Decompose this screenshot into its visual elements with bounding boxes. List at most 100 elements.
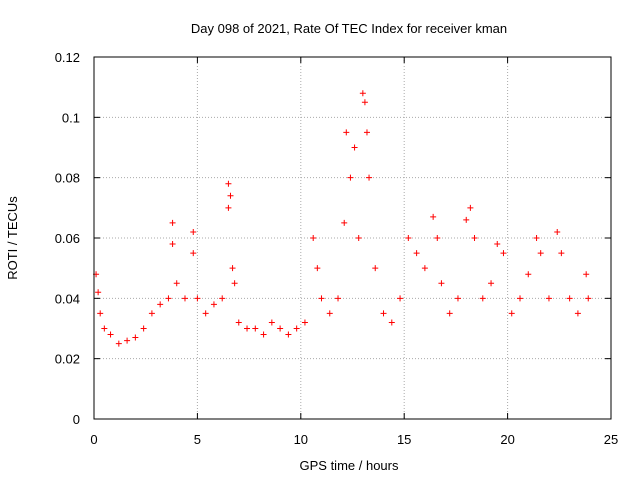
data-point [525, 271, 532, 278]
x-tick-label: 20 [500, 432, 514, 447]
data-point [363, 129, 370, 136]
data-point [554, 228, 561, 235]
data-point [219, 295, 226, 302]
data-point [293, 325, 300, 332]
data-point [366, 174, 373, 181]
data-point [169, 219, 176, 226]
data-points [93, 90, 592, 347]
plot-frame [93, 56, 612, 420]
data-point [508, 310, 515, 317]
data-point [446, 310, 453, 317]
data-point [318, 295, 325, 302]
y-tick-label: 0.08 [55, 171, 80, 186]
x-tick-label: 5 [194, 432, 201, 447]
data-point [225, 204, 232, 211]
data-point [405, 235, 412, 241]
data-point [438, 280, 445, 287]
data-point [181, 295, 188, 302]
data-point [285, 331, 292, 338]
data-point [229, 265, 236, 272]
data-point [190, 250, 197, 257]
axis-ticks: 0 5 10 15 20 25 0 0.02 0.04 0.06 0.08 0.1 0.12 [55, 50, 619, 447]
x-tick-label: 15 [397, 432, 411, 447]
data-point [463, 216, 470, 223]
data-point [347, 174, 354, 181]
data-point [235, 319, 242, 326]
chart-title: Day 098 of 2021, Rate Of TEC Index for r… [191, 21, 507, 36]
data-point [341, 219, 348, 226]
data-point [517, 295, 524, 302]
data-point [585, 295, 592, 302]
data-point [326, 310, 333, 317]
data-point [537, 250, 544, 257]
data-point [140, 325, 147, 332]
data-point [107, 331, 114, 338]
y-tick-label: 0.06 [55, 231, 80, 246]
data-point [227, 192, 234, 199]
data-point [380, 310, 387, 317]
data-point [310, 235, 317, 241]
data-point [566, 295, 573, 302]
y-tick-label: 0.12 [55, 50, 80, 65]
data-point [494, 241, 501, 248]
data-point [430, 213, 437, 220]
data-point [115, 340, 122, 347]
data-point [351, 144, 358, 151]
data-point [434, 235, 441, 241]
x-tick-label: 10 [294, 432, 308, 447]
data-point [454, 295, 461, 302]
data-point [277, 325, 284, 332]
data-point [397, 295, 404, 302]
data-point [574, 310, 581, 317]
data-point [165, 295, 172, 302]
data-point [231, 280, 238, 287]
data-point [359, 90, 366, 97]
data-point [132, 334, 139, 341]
y-tick-label: 0.1 [62, 110, 80, 125]
data-point [210, 301, 217, 308]
data-point [169, 241, 176, 248]
data-point [413, 250, 420, 257]
data-point [361, 99, 368, 106]
data-point [500, 250, 507, 257]
y-axis-label: ROTI / TECUs [5, 196, 20, 280]
x-tick-label: 0 [90, 432, 97, 447]
data-point [101, 325, 108, 332]
y-tick-label: 0 [73, 412, 80, 427]
data-point [190, 228, 197, 235]
x-axis-label: GPS time / hours [300, 458, 399, 473]
x-tick-label: 25 [604, 432, 618, 447]
data-point [355, 235, 362, 241]
data-point [202, 310, 209, 317]
data-point [268, 319, 275, 326]
data-point [194, 295, 201, 302]
data-point [372, 265, 379, 272]
data-point [260, 331, 267, 338]
data-point [343, 129, 350, 136]
data-point [558, 250, 565, 257]
y-tick-label: 0.04 [55, 291, 80, 306]
data-point [314, 265, 321, 272]
data-point [471, 235, 478, 241]
data-point [335, 295, 342, 302]
data-point [244, 325, 251, 332]
grid-lines [94, 57, 611, 419]
data-point [479, 295, 486, 302]
data-point [148, 310, 155, 317]
data-point [97, 310, 104, 317]
data-point [467, 204, 474, 211]
data-point [95, 289, 102, 296]
data-point [157, 301, 164, 308]
data-point [583, 271, 590, 278]
data-point [301, 319, 308, 326]
y-tick-label: 0.02 [55, 352, 80, 367]
data-point [388, 319, 395, 326]
data-point [545, 295, 552, 302]
data-point [225, 180, 232, 187]
data-point [173, 280, 180, 287]
data-point [252, 325, 259, 332]
data-point [421, 265, 428, 272]
data-point [124, 337, 131, 344]
data-point [488, 280, 495, 287]
